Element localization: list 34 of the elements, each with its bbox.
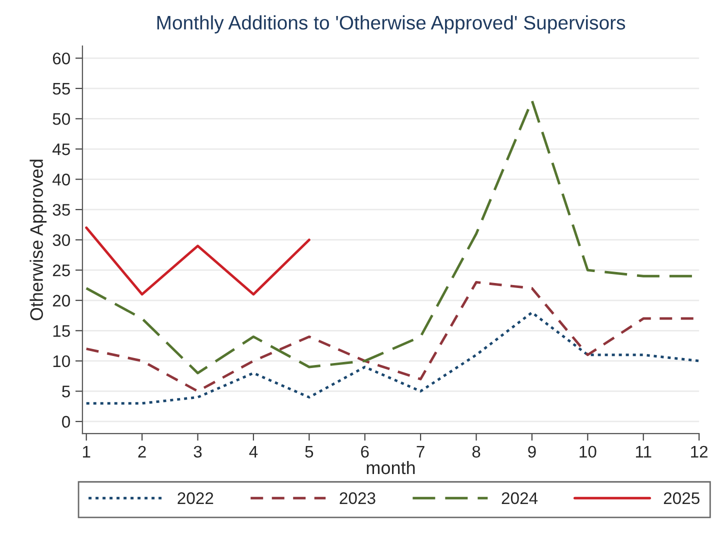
x-tick-label: 11 — [636, 446, 652, 458]
y-tick-label: 5 — [62, 386, 70, 398]
y-tick-label: 20 — [52, 294, 70, 307]
y-axis-title: Otherwise Approved — [30, 160, 47, 320]
line-series — [85, 226, 310, 296]
legend-label: 2025 — [664, 492, 700, 504]
x-tick-label: 10 — [580, 446, 596, 458]
x-tick-label: 6 — [361, 446, 369, 458]
y-tick-label: 10 — [53, 355, 70, 368]
legend-label: 2024 — [502, 492, 538, 504]
y-tick-label: 30 — [52, 234, 70, 246]
x-tick-label: 9 — [528, 446, 536, 458]
y-tick-label: 35 — [52, 204, 70, 216]
line-series — [85, 311, 700, 405]
y-tick-label: 60 — [52, 52, 70, 64]
x-tick-label: 1 — [82, 446, 90, 458]
y-tick-label: 45 — [52, 144, 70, 156]
y-tick-label: 0 — [62, 416, 70, 428]
x-tick-label: 2 — [138, 446, 146, 458]
y-tick-label: 25 — [52, 264, 70, 276]
x-tick-label: 7 — [416, 446, 424, 458]
y-tick-label: 15 — [53, 325, 70, 337]
x-tick-label: 12 — [691, 446, 708, 458]
x-tick-label: 4 — [249, 446, 258, 458]
x-tick-label: 3 — [194, 446, 202, 458]
x-tick-label: 5 — [305, 446, 314, 458]
y-tick-label: 55 — [52, 83, 70, 95]
chart-title: Monthly Additions to 'Otherwise Approved' Supervisors — [157, 15, 626, 34]
legend-label: 2023 — [340, 492, 376, 504]
x-tick-label: 8 — [472, 446, 480, 458]
x-axis-title: month — [366, 460, 415, 474]
y-tick-label: 40 — [52, 174, 70, 186]
legend-label: 2022 — [178, 492, 214, 504]
y-tick-label: 50 — [52, 113, 70, 125]
